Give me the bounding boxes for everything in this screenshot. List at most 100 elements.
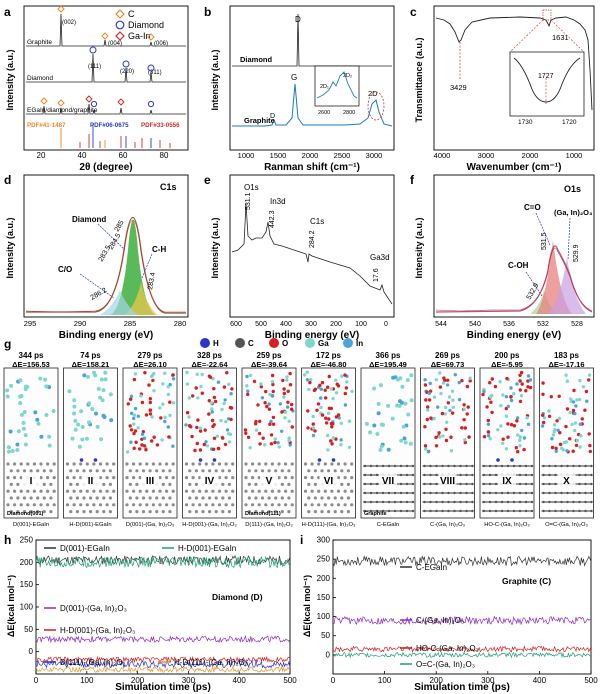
atom	[308, 380, 312, 385]
atom	[267, 496, 271, 500]
atom	[132, 503, 136, 507]
atom	[102, 482, 106, 486]
atom	[187, 424, 192, 428]
atom	[450, 389, 455, 393]
atom	[331, 396, 335, 401]
diamond-trace	[26, 53, 186, 83]
indium-atom-icon	[343, 338, 353, 348]
atom	[194, 469, 198, 473]
atom	[333, 496, 337, 500]
atom	[482, 482, 486, 486]
atom	[188, 482, 192, 486]
atom	[588, 443, 592, 448]
atom	[165, 476, 169, 480]
atom	[501, 393, 505, 397]
atom	[150, 415, 154, 419]
atom	[550, 445, 555, 450]
y-tick-label: 50	[24, 625, 33, 634]
tick: 200	[330, 321, 342, 328]
panel-i-title: Graphite (C)	[502, 576, 551, 586]
atom	[80, 425, 85, 429]
atom	[98, 395, 103, 400]
atom	[72, 398, 77, 403]
atom	[311, 426, 316, 430]
atom	[220, 407, 224, 412]
panel-f-xticks: 544 540 536 532 528	[435, 321, 583, 328]
atom	[29, 496, 33, 500]
atom	[140, 432, 145, 436]
atom	[39, 434, 44, 439]
atom	[82, 496, 86, 500]
atom	[16, 469, 20, 473]
panel-c-frame	[433, 5, 595, 151]
atom	[426, 405, 430, 409]
atom	[161, 469, 165, 473]
atom	[350, 489, 354, 493]
atom	[95, 424, 100, 429]
atom	[52, 476, 56, 480]
atom-label: H	[213, 339, 219, 348]
atom	[79, 462, 83, 466]
x-tick-label: 0	[331, 676, 336, 685]
atom	[270, 394, 275, 398]
atom	[509, 423, 514, 427]
atom	[558, 431, 562, 435]
atom	[52, 503, 56, 507]
atom	[150, 439, 154, 443]
ftir-trace	[435, 16, 593, 111]
y-tick-label: 0	[29, 647, 34, 656]
atom	[411, 491, 415, 495]
atom	[528, 378, 533, 382]
atom	[571, 449, 575, 453]
x-tick-label: 100	[80, 676, 94, 685]
atom	[323, 462, 327, 466]
atom	[13, 503, 17, 507]
atom	[319, 387, 323, 391]
atom	[93, 458, 98, 462]
atom	[440, 411, 445, 416]
atom	[108, 496, 112, 500]
atom	[313, 429, 317, 433]
inset-peak-label: 1727	[538, 73, 554, 80]
atom	[10, 449, 15, 453]
atom	[331, 436, 335, 440]
atom	[270, 380, 275, 384]
atom	[264, 503, 268, 507]
numeral-badge	[81, 474, 100, 487]
legend-label: D(111)-(Ga, In)₂O₃	[60, 658, 126, 667]
gain-oxide-component	[548, 258, 586, 314]
atom	[161, 382, 165, 386]
atom	[108, 469, 112, 473]
atom	[524, 464, 528, 468]
peak-value: 529.9	[573, 244, 580, 262]
atom	[269, 419, 273, 424]
atom	[515, 416, 520, 420]
atom	[381, 491, 385, 495]
atom	[530, 473, 534, 477]
peak-label: C1s	[310, 217, 324, 226]
label: C-OH	[508, 261, 529, 270]
atom	[128, 510, 132, 514]
atom	[574, 404, 578, 408]
atom	[290, 489, 294, 493]
atom	[168, 400, 172, 404]
atom	[347, 419, 352, 423]
atom	[108, 510, 112, 514]
panel-c-xticks: 4000 3000 2000 1000	[434, 151, 583, 160]
panel-a-letter: a	[4, 5, 11, 19]
atom	[368, 430, 373, 435]
atom	[334, 415, 339, 419]
atom	[229, 417, 233, 422]
model-numeral: III	[146, 476, 155, 487]
atom	[168, 496, 172, 500]
atom	[166, 392, 171, 397]
atom	[512, 464, 516, 468]
model-name: C-EGaIn	[377, 522, 400, 528]
series-line	[333, 645, 591, 653]
x-tick-label: 200	[131, 676, 145, 685]
atom-label: C	[248, 339, 254, 348]
atom	[363, 464, 367, 468]
atom	[147, 383, 151, 387]
